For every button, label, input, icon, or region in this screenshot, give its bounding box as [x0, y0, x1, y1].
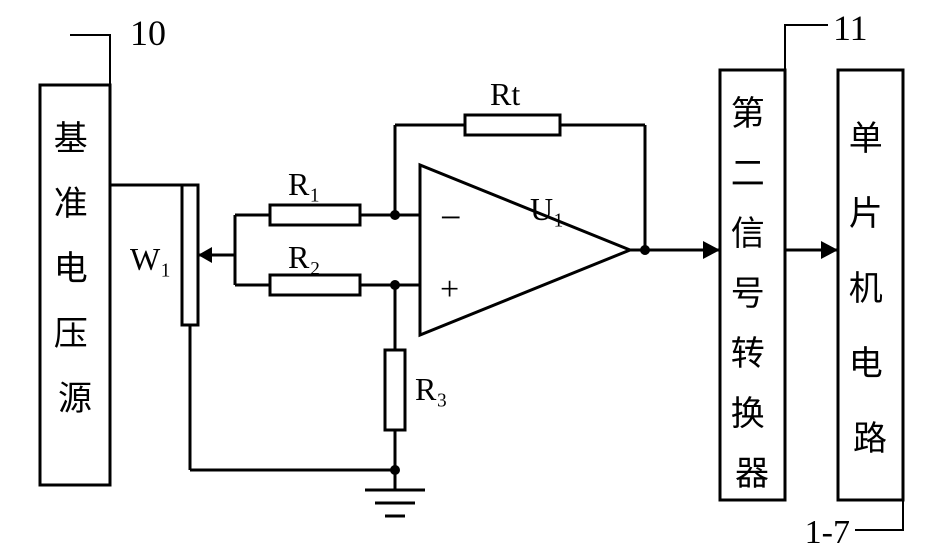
callout-10-text: 10: [130, 13, 166, 53]
u1-label: U₁: [530, 191, 564, 227]
right-block2-text: 单 片 机 电 路: [849, 121, 892, 458]
r1-label: R₁: [288, 166, 321, 202]
r1-resistor: [270, 205, 360, 225]
callout-17-text: 1-7: [805, 514, 850, 551]
callout-17-line: [855, 500, 903, 530]
opamp-minus: −: [440, 197, 461, 239]
opamp-triangle: [420, 165, 630, 335]
rt-resistor: [465, 115, 560, 135]
r3-resistor: [385, 350, 405, 430]
right-block1-text: 第 二 信 号 转 换 器: [731, 95, 774, 493]
node-output: [640, 245, 650, 255]
callout-10-line: [70, 35, 110, 85]
circuit-diagram: 基 准 电 压 源 10 W₁ R₁ R₂ Rt − + U₁ R: [0, 0, 940, 555]
arrow-out1: [703, 241, 720, 259]
r3-label: R₃: [415, 371, 448, 407]
r2-label: R₂: [288, 239, 321, 275]
left-block-text: 基 准 电 压 源: [54, 120, 97, 418]
arrow-out2: [821, 241, 838, 259]
w1-resistor: [182, 185, 198, 325]
rt-label: Rt: [490, 76, 520, 112]
r2-resistor: [270, 275, 360, 295]
w1-wiper-arrow: [198, 247, 212, 263]
callout-11-line: [785, 25, 828, 70]
opamp-plus: +: [440, 271, 459, 308]
callout-11-text: 11: [833, 8, 868, 48]
w1-label: W₁: [130, 241, 171, 277]
